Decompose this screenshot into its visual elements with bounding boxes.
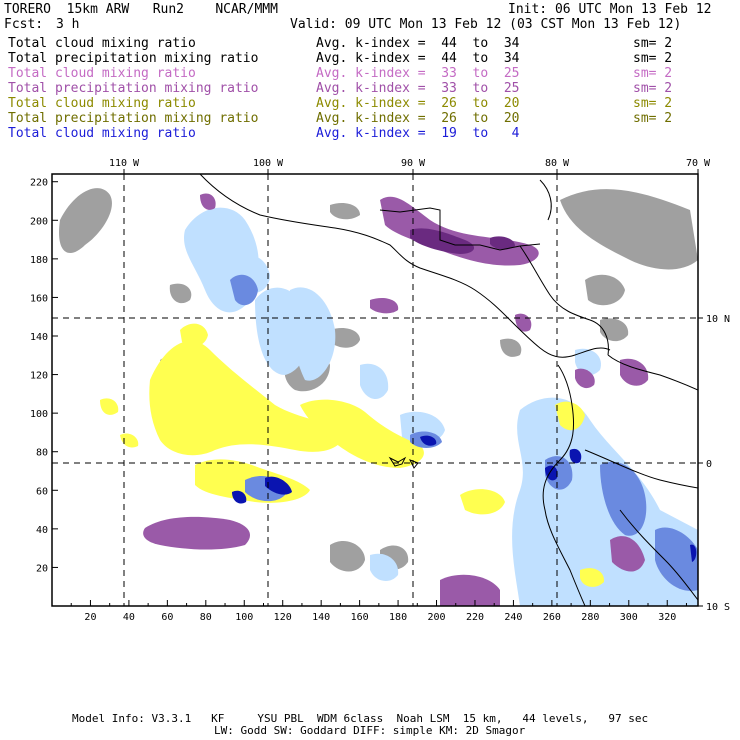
x-tick-label: 200 [427,612,445,623]
lat-label: 10 S [706,602,730,613]
x-tick-label: 120 [274,612,292,623]
model-info: Model Info: V3.3.1 KF YSU PBL WDM 6class… [0,705,740,740]
x-tick-label: 140 [312,612,330,623]
x-tick-label: 240 [504,612,522,623]
model-title: TORERO 15km ARW Run2 NCAR/MMM [4,2,278,17]
legend-sm: sm= 2 [633,81,673,96]
y-tick-label: 120 [30,371,48,382]
x-tick-label: 160 [351,612,369,623]
legend-sm: sm= 2 [633,66,673,81]
legend-field: Total cloud mixing ratio [8,96,196,111]
y-tick-label: 40 [36,525,48,536]
x-tick-label: 100 [235,612,253,623]
legend-sm: sm= 2 [633,51,673,66]
legend-kindex: Avg. k-index = 44 to 34 [316,36,520,51]
x-tick-label: 60 [161,612,173,623]
lon-label: 70 W [686,158,711,169]
forecast-hour: 3 h [56,17,80,32]
legend-kindex: Avg. k-index = 19 to 4 [316,126,520,141]
x-tick-label: 80 [200,612,212,623]
legend-field: Total precipitation mixing ratio [8,81,259,96]
plot-header: TORERO 15km ARW Run2 NCAR/MMM Init: 06 U… [0,0,740,150]
lon-label: 90 W [401,158,426,169]
x-tick-label: 180 [389,612,407,623]
legend-kindex: Avg. k-index = 44 to 34 [316,51,520,66]
legend-sm: sm= 2 [633,96,673,111]
legend-field: Total cloud mixing ratio [8,66,196,81]
x-tick-label: 220 [466,612,484,623]
grid-lines [52,174,698,606]
y-tick-label: 200 [30,216,48,227]
model-info-line1: Model Info: V3.3.1 KF YSU PBL WDM 6class… [72,712,649,725]
forecast-label: Fcst: [4,17,44,32]
x-tick-label: 40 [123,612,135,623]
axis-ticks [52,169,703,607]
x-tick-label: 260 [543,612,561,623]
legend-sm: sm= 2 [633,111,673,126]
x-tick-label: 300 [620,612,638,623]
legend-kindex: Avg. k-index = 26 to 20 [316,111,520,126]
y-tick-label: 160 [30,293,48,304]
legend-kindex: Avg. k-index = 33 to 25 [316,81,520,96]
legend-kindex: Avg. k-index = 33 to 25 [316,66,520,81]
x-tick-label: 320 [658,612,676,623]
lon-label: 110 W [109,158,140,169]
lon-label: 80 W [545,158,570,169]
legend-field: Total cloud mixing ratio [8,126,196,141]
y-tick-label: 180 [30,255,48,266]
axis-labels: 20 40 60 80 100 120 140 160 180 200 220 240 260 280 30… [30,158,730,623]
plot-frame [51,173,699,607]
y-tick-label: 80 [36,448,48,459]
y-tick-label: 140 [30,332,48,343]
weather-map: 20 40 60 80 100 120 140 160 180 200 220 240 260 280 30… [30,158,730,623]
blue-regions [230,274,698,591]
x-tick-label: 280 [581,612,599,623]
lon-label: 100 W [253,158,284,169]
y-tick-label: 60 [36,486,48,497]
y-tick-label: 220 [30,178,48,189]
model-info-line2: LW: Godd SW: Goddard DIFF: simple KM: 2D… [214,724,526,737]
lat-label: 0 [706,459,712,470]
dark-blue-regions [232,435,697,562]
legend-field: Total precipitation mixing ratio [8,51,259,66]
valid-time: Valid: 09 UTC Mon 13 Feb 12 (03 CST Mon … [290,17,682,32]
legend-sm: sm= 2 [633,36,673,51]
lat-label: 10 N [706,314,730,325]
y-tick-label: 100 [30,409,48,420]
y-tick-label: 20 [36,563,48,574]
legend-kindex: Avg. k-index = 26 to 20 [316,96,520,111]
init-time: Init: 06 UTC Mon 13 Feb 12 [508,2,712,17]
coastlines [199,174,698,606]
legend-field: Total precipitation mixing ratio [8,111,259,126]
legend-field: Total cloud mixing ratio [8,36,196,51]
x-tick-label: 20 [84,612,96,623]
